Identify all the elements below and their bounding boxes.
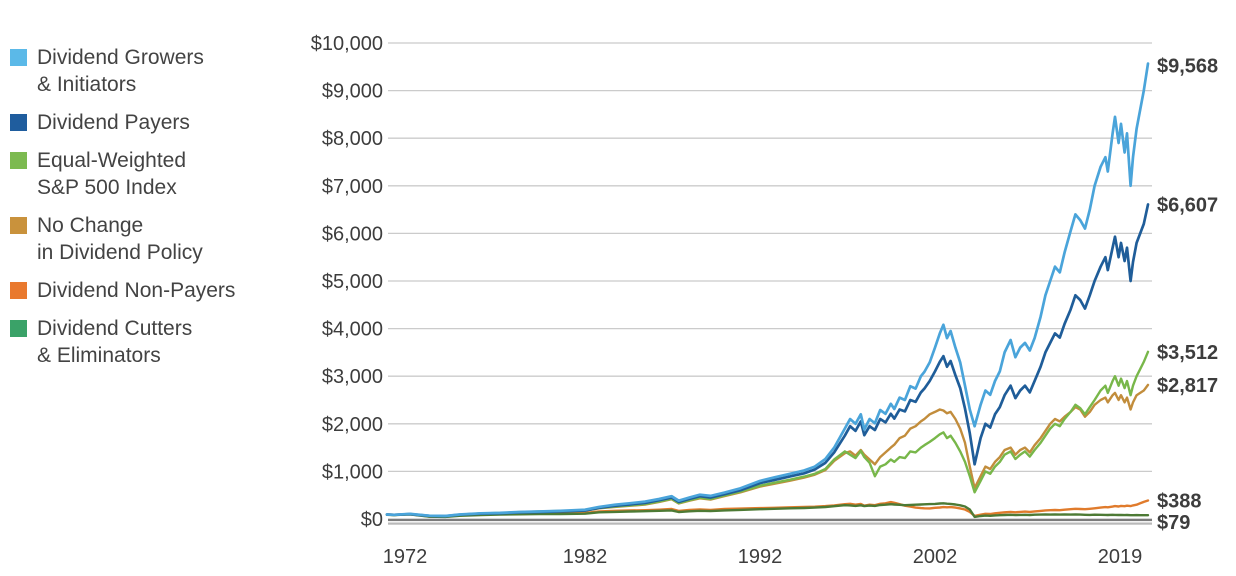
legend-item-non-payers: Dividend Non-Payers [10, 277, 235, 304]
legend-label: Equal-Weighted [37, 149, 187, 172]
legend-swatch-cutters [10, 320, 27, 337]
legend-swatch-no-change [10, 217, 27, 234]
legend: Dividend Growers & Initiators Dividend P… [10, 44, 235, 369]
end-label-non-payers: $388 [1157, 491, 1202, 513]
legend-label: Dividend Payers [37, 111, 190, 134]
end-label-cutters: $79 [1157, 512, 1190, 534]
legend-item-no-change: No Change in Dividend Policy [10, 212, 235, 266]
series-lines [385, 62, 1150, 519]
y-axis-label: $10,000 [311, 33, 383, 55]
end-label-no-change: $2,817 [1157, 375, 1218, 397]
legend-label-line2: in Dividend Policy [37, 241, 203, 264]
series-line-cutters [385, 502, 1150, 519]
end-label-growers: $9,568 [1157, 56, 1218, 78]
legend-item-dividend-payers: Dividend Payers [10, 109, 235, 136]
y-axis-label: $8,000 [322, 128, 383, 150]
y-axis-label: $4,000 [322, 319, 383, 341]
x-axis-label: 1972 [383, 546, 428, 568]
y-axis-label: $5,000 [322, 271, 383, 293]
end-labels: $2,817 $3,512 $388$79 $6,607 $9,568 [1157, 56, 1218, 535]
y-axis-label: $7,000 [322, 176, 383, 198]
gridlines [388, 42, 1152, 473]
legend-swatch-non-payers [10, 282, 27, 299]
y-axis-label: $9,000 [322, 81, 383, 103]
legend-item-dividend-growers: Dividend Growers & Initiators [10, 44, 235, 98]
baseline [388, 518, 1152, 525]
legend-label-line2: S&P 500 Index [37, 176, 177, 199]
y-axis-label: $0 [361, 509, 383, 531]
end-label-payers: $6,607 [1157, 195, 1218, 217]
series-line-growers [385, 62, 1150, 518]
legend-swatch-dividend-payers [10, 114, 27, 131]
legend-swatch-dividend-growers [10, 49, 27, 66]
legend-item-equal-weighted-sp500: Equal-Weighted S&P 500 Index [10, 147, 235, 201]
legend-swatch-equal-weighted-sp500 [10, 152, 27, 169]
y-axis-labels: $0 $1,000 $2,000 $3,000 $4,000 $5,000 $6,000 $7… [311, 33, 383, 531]
y-axis-label: $6,000 [322, 223, 383, 245]
y-axis-label: $2,000 [322, 414, 383, 436]
y-axis-label: $1,000 [322, 461, 383, 483]
end-label-equal-weighted-sp500: $3,512 [1157, 342, 1218, 364]
baseline-dark [388, 518, 1152, 522]
legend-label: Dividend Growers [37, 46, 204, 69]
legend-label: Dividend Cutters [37, 317, 193, 340]
legend-item-cutters: Dividend Cutters & Eliminators [10, 315, 235, 369]
y-axis-label: $3,000 [322, 366, 383, 388]
legend-label: Dividend Non-Payers [37, 279, 236, 302]
legend-label-line2: & Initiators [37, 73, 137, 96]
legend-label-line2: & Eliminators [37, 344, 161, 367]
x-axis-label: 2002 [913, 546, 958, 568]
baseline-light [388, 522, 1152, 525]
legend-label: No Change [37, 214, 144, 237]
x-axis-label: 2019 [1098, 546, 1143, 568]
series-line-payers [385, 203, 1150, 518]
x-axis-labels: 1972 1982 1992 2002 2019 [383, 546, 1143, 568]
x-axis-label: 1992 [738, 546, 783, 568]
x-axis-label: 1982 [563, 546, 608, 568]
